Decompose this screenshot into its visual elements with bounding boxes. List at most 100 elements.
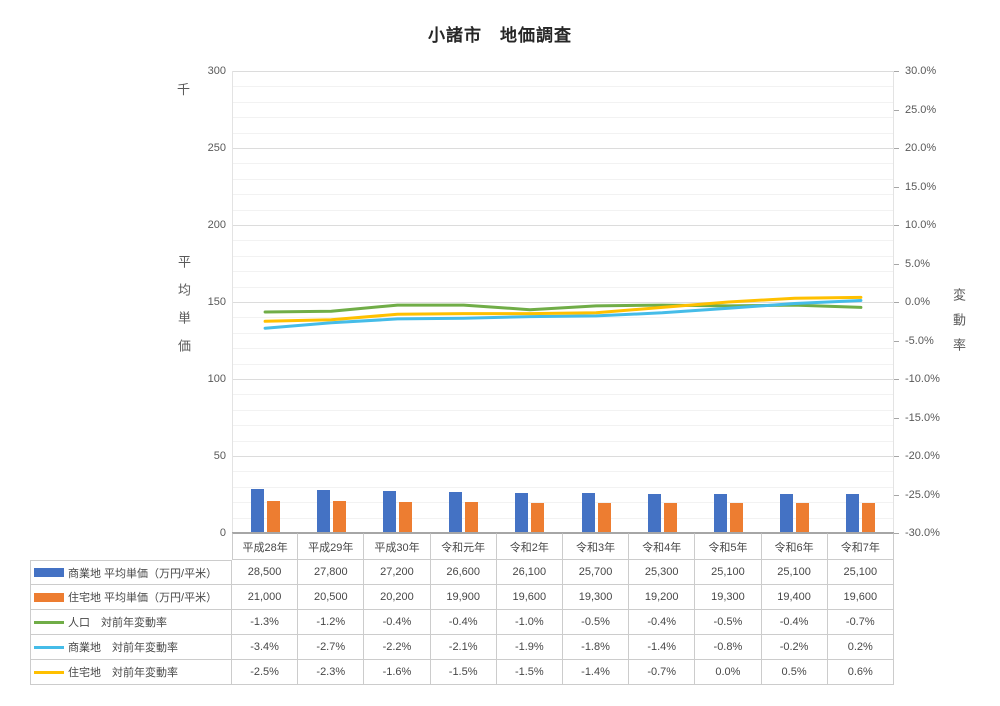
value-cell: 25,100 bbox=[761, 560, 828, 585]
value-cell: -2.2% bbox=[364, 635, 431, 660]
value-cell: -0.7% bbox=[629, 660, 696, 685]
bar bbox=[780, 494, 794, 533]
value-cell: -2.5% bbox=[232, 660, 299, 685]
series-line bbox=[263, 299, 863, 330]
value-cell: -0.4% bbox=[761, 610, 828, 635]
value-cell: 19,200 bbox=[629, 585, 696, 610]
value-cell: 25,700 bbox=[562, 560, 630, 585]
bar bbox=[846, 494, 860, 533]
x-axis-line bbox=[232, 532, 894, 533]
year-header-cell: 令和7年 bbox=[827, 533, 894, 560]
value-cell: -0.4% bbox=[430, 610, 497, 635]
right-axis-tick-mark bbox=[894, 533, 899, 534]
value-cell: -1.9% bbox=[496, 635, 563, 660]
right-axis-tick-mark bbox=[894, 379, 899, 380]
value-cell: 25,100 bbox=[695, 560, 762, 585]
right-axis-tick-label: 30.0% bbox=[905, 65, 937, 77]
right-axis-tick-label: -25.0% bbox=[905, 488, 940, 501]
value-cell: -1.3% bbox=[232, 610, 299, 635]
left-axis-tick-label: 300 bbox=[207, 65, 226, 77]
left-axis-tick-label: 250 bbox=[207, 142, 226, 154]
table-header-row: 平成28年 平成29年 平成30年 令和元年 令和2年 令和3年 令和4年 令和5年 令和6年令… bbox=[30, 533, 894, 560]
bar bbox=[515, 492, 529, 533]
value-cell: -2.7% bbox=[298, 635, 365, 660]
right-axis-tick-mark bbox=[894, 340, 899, 342]
bar bbox=[730, 503, 743, 533]
bar bbox=[449, 492, 463, 533]
right-axis-tick-label: -20.0% bbox=[905, 450, 940, 462]
right-axis-tick-label: 5.0% bbox=[905, 257, 931, 270]
right-axis-tick-label: 0.0% bbox=[905, 296, 931, 308]
bar bbox=[862, 502, 876, 533]
year-header-cell: 令和2年 bbox=[496, 533, 563, 560]
value-cell: -1.6% bbox=[364, 660, 431, 685]
value-cell: 26,100 bbox=[496, 560, 563, 585]
right-axis-tick-mark bbox=[894, 263, 899, 265]
year-header-cell: 平成28年 bbox=[232, 533, 299, 560]
gridline bbox=[232, 255, 894, 257]
right-axis-tick-mark bbox=[894, 456, 899, 457]
value-cell: 27,800 bbox=[298, 560, 365, 585]
right-axis-tick-label: 25.0% bbox=[905, 103, 937, 116]
right-axis-tick-label: -5.0% bbox=[905, 334, 934, 347]
right-axis-tick-label: 10.0% bbox=[905, 219, 937, 231]
value-cell: 0.5% bbox=[761, 660, 828, 685]
gridline bbox=[232, 394, 894, 396]
lines-layer bbox=[263, 295, 863, 330]
value-cell: 20,200 bbox=[364, 585, 431, 610]
table-row: 住宅地 対前年変動率 -2.5% -2.3% -1.6% -1.5% -1.5% -1.4%… bbox=[30, 660, 894, 685]
left-axis-tick-label: 100 bbox=[207, 373, 226, 385]
year-header-cell: 平成30年 bbox=[364, 533, 431, 560]
value-cell: 25,100 bbox=[827, 560, 894, 585]
right-axis-tick-label: -10.0% bbox=[905, 373, 940, 385]
legend-swatch bbox=[34, 645, 64, 649]
gridline bbox=[232, 332, 894, 334]
value-cell: -2.1% bbox=[430, 635, 497, 660]
bar bbox=[531, 502, 545, 533]
year-header-cell: 令和5年 bbox=[695, 533, 762, 560]
gridline bbox=[232, 302, 894, 303]
right-axis-tick-mark bbox=[894, 109, 899, 111]
value-cell: -1.4% bbox=[629, 635, 696, 660]
gridline bbox=[232, 148, 894, 149]
value-cell: -3.4% bbox=[232, 635, 299, 660]
legend-item: 商業地 対前年変動率 bbox=[30, 635, 232, 660]
left-axis-tick-label: 150 bbox=[207, 296, 226, 308]
left-axis-tick-label: 50 bbox=[213, 450, 226, 462]
bar bbox=[714, 494, 727, 533]
value-cell: -1.4% bbox=[562, 660, 630, 685]
value-cell: -1.0% bbox=[496, 610, 563, 635]
value-cell: -1.5% bbox=[430, 660, 497, 685]
gridline bbox=[232, 348, 894, 350]
value-cell: -0.4% bbox=[364, 610, 431, 635]
right-axis-tick-label: 20.0% bbox=[905, 142, 937, 154]
bar bbox=[383, 491, 396, 533]
right-axis-tick-label: -15.0% bbox=[905, 411, 940, 424]
legend-swatch bbox=[34, 568, 64, 577]
gridline bbox=[232, 286, 894, 288]
gridline bbox=[232, 363, 894, 365]
legend-swatch bbox=[34, 670, 64, 674]
bar bbox=[647, 494, 661, 533]
gridline bbox=[232, 456, 894, 457]
value-cell: 19,600 bbox=[496, 585, 563, 610]
right-axis-tick-mark bbox=[894, 71, 899, 72]
value-cell: 0.0% bbox=[695, 660, 762, 685]
gridline bbox=[232, 317, 894, 319]
right-axis-tick-mark bbox=[894, 494, 899, 496]
right-axis-tick-mark bbox=[894, 225, 899, 226]
value-cell: 27,200 bbox=[364, 560, 431, 585]
legend-item: 人口 対前年変動率 bbox=[30, 610, 232, 635]
legend-swatch bbox=[34, 620, 64, 624]
gridline bbox=[232, 271, 894, 273]
gridline bbox=[232, 194, 894, 196]
series-name: 人口 対前年変動率 bbox=[68, 617, 167, 629]
series-name: 商業地 平均単価（万円/平米） bbox=[68, 567, 218, 580]
value-cell: 19,300 bbox=[562, 585, 630, 610]
value-cell: -1.5% bbox=[496, 660, 563, 685]
plot-left-edge bbox=[232, 71, 233, 533]
year-header-cell: 令和元年 bbox=[430, 533, 497, 560]
gridline bbox=[232, 209, 894, 211]
bar bbox=[597, 503, 611, 533]
